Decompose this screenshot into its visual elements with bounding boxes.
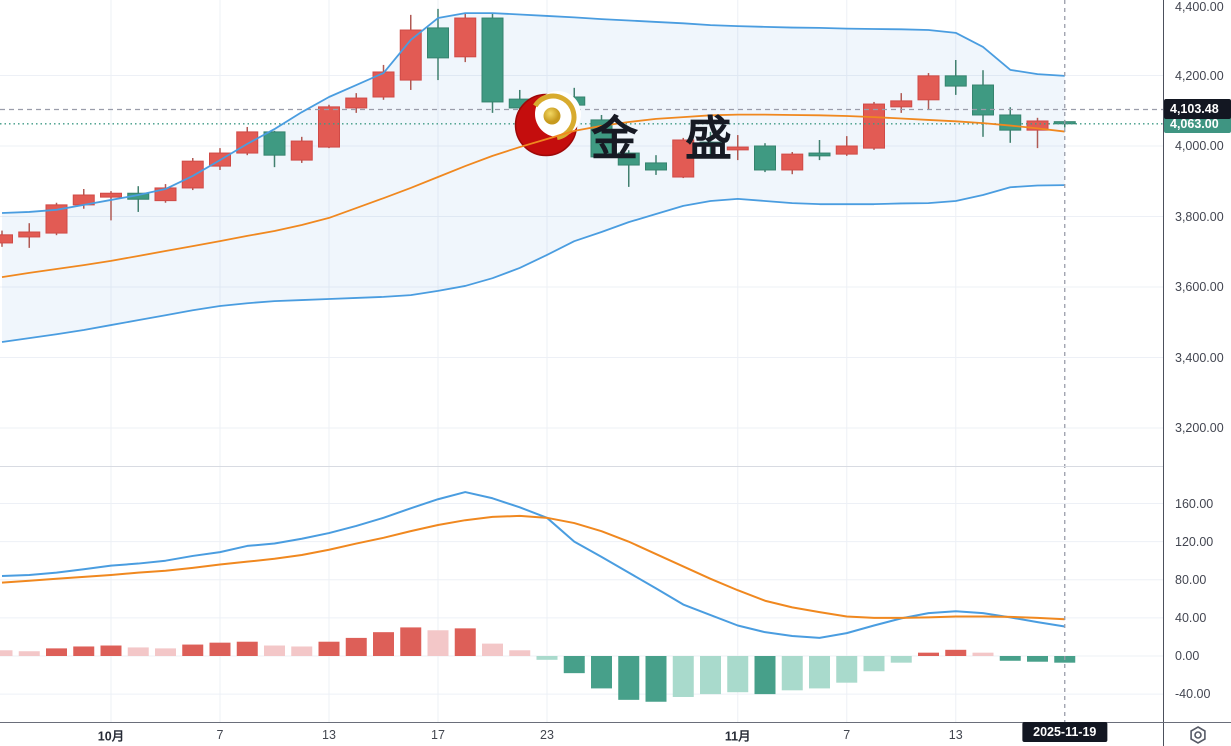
last-price-label: 4,063.00 xyxy=(1164,115,1231,133)
crosshair-date-label: 2025-11-19 xyxy=(1022,722,1108,742)
candles-layer xyxy=(0,8,1076,248)
axis-vertical-border xyxy=(1163,0,1164,746)
time-axis-label: 7 xyxy=(216,727,224,742)
macd-signal-line xyxy=(1,514,1065,621)
time-axis-label: 13 xyxy=(322,727,336,742)
price-axis-label: 4,200.00 xyxy=(1175,68,1224,83)
watermark-brand-text: 金 盛 xyxy=(591,112,750,165)
time-axis-label: 13 xyxy=(948,727,963,742)
brand-logo xyxy=(514,91,581,157)
time-axis-label: 7 xyxy=(843,727,851,742)
price-axis-label: 4,400.00 xyxy=(1175,0,1224,14)
chart-canvas[interactable] xyxy=(0,0,1164,746)
indicator-axis-label: 80.00 xyxy=(1175,572,1207,587)
time-axis-label: 10月 xyxy=(97,729,125,743)
time-axis-label: 17 xyxy=(431,727,445,742)
price-axis-label: 3,400.00 xyxy=(1175,350,1224,365)
price-axis-label: 3,200.00 xyxy=(1175,421,1224,435)
price-axis[interactable]: 4,400.00 4,200.00 4,000.00 3,800.00 3,600.00… xyxy=(1164,0,1231,722)
price-scale-settings-button[interactable] xyxy=(1164,723,1231,746)
pane-divider[interactable] xyxy=(0,466,1164,467)
bollinger-upper-line xyxy=(1,12,1065,214)
axis-horizontal-border xyxy=(0,722,1231,723)
time-axis-label: 11月 xyxy=(724,729,751,743)
price-axis-label: 3,600.00 xyxy=(1175,280,1224,294)
time-axis[interactable]: 10月 7 13 17 23 11月 7 13 xyxy=(0,723,1164,746)
time-axis-label: 23 xyxy=(540,727,554,742)
indicator-axis-label: 160.00 xyxy=(1175,496,1214,511)
bollinger-lower-line xyxy=(1,184,1065,343)
bollinger-band-fill xyxy=(2,13,1065,342)
indicator-axis-label: 120.00 xyxy=(1175,534,1214,549)
bollinger-middle-line xyxy=(1,113,1065,279)
indicator-axis-label: -40.00 xyxy=(1175,687,1211,702)
indicator-axis-label: 0.00 xyxy=(1175,649,1200,663)
price-axis-label: 3,800.00 xyxy=(1175,209,1224,224)
macd-histogram xyxy=(0,627,1076,702)
hexagon-gear-icon xyxy=(1189,725,1206,744)
indicator-axis-label: 40.00 xyxy=(1175,610,1207,625)
price-axis-label: 4,000.00 xyxy=(1175,139,1224,153)
crosshair-price-label: 4,103.48 xyxy=(1164,99,1231,119)
macd-fast-line xyxy=(1,491,1065,639)
